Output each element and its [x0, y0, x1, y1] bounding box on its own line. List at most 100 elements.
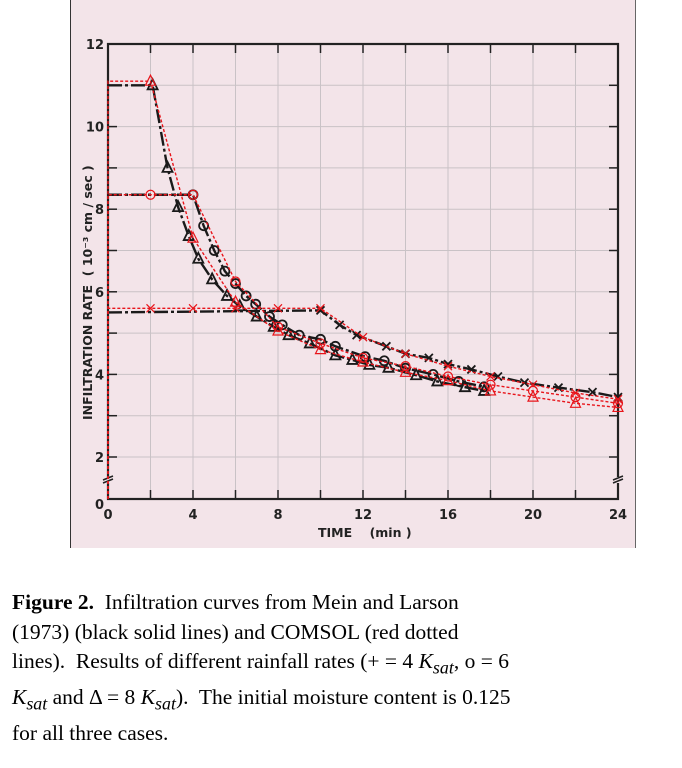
cross-marker [334, 320, 345, 330]
caption-text: (1973) (black solid lines) and COMSOL (r… [12, 619, 459, 644]
x-axis-label: TIME (min ) [318, 525, 412, 540]
triangle-marker [569, 395, 582, 408]
circle-marker [208, 245, 220, 256]
y-axis-label: INFILTRATION RATE ( 10⁻³ cm / sec ) [80, 165, 95, 420]
y-tick-label: 4 [95, 368, 104, 383]
triangle-marker [272, 323, 284, 336]
circle-marker [264, 311, 275, 322]
caption-text: for all three cases. [12, 720, 169, 745]
series-comsol-cross [107, 303, 623, 499]
axis-break-mark [612, 478, 624, 484]
triangle-marker [233, 298, 247, 312]
cross-marker [587, 387, 598, 397]
triangle-marker [430, 373, 444, 387]
triangle-marker [357, 354, 369, 367]
y-tick-label: 0 [95, 498, 104, 513]
triangle-marker [171, 199, 185, 213]
triangle-marker [409, 367, 423, 381]
triangle-marker [382, 359, 395, 373]
series-line [108, 193, 485, 388]
cross-marker [273, 303, 283, 313]
circle-marker [240, 290, 252, 302]
circle-marker [198, 220, 210, 232]
series-line [107, 194, 619, 499]
x-tick-label: 8 [273, 508, 282, 523]
triangle-marker [477, 382, 491, 396]
series-line [107, 307, 619, 499]
cross-marker [424, 353, 434, 363]
triangle-marker [220, 287, 234, 301]
circle-marker [250, 298, 262, 310]
triangle-marker [345, 351, 359, 365]
triangle-marker [314, 342, 327, 355]
triangle-marker [484, 383, 497, 396]
cross-marker [146, 303, 155, 313]
x-tick-label: 12 [354, 508, 372, 523]
axis-break-mark [612, 475, 624, 481]
caption-text: lines). Results of different rainfall ra… [12, 649, 419, 673]
cross-marker [443, 361, 453, 371]
caption-subscript: sat [26, 693, 48, 714]
triangle-marker [282, 327, 296, 341]
cross-marker [493, 371, 503, 382]
triangle-marker [458, 379, 472, 393]
triangle-marker [442, 373, 454, 386]
caption-label: Figure 2. [12, 590, 95, 614]
caption-text: and Δ = 8 [47, 684, 141, 709]
y-tick-label: 10 [86, 121, 104, 136]
series-comsol-triangle [107, 73, 624, 499]
axis-break [103, 477, 113, 483]
caption-text: Infiltration curves from Mein and Larson [94, 590, 459, 614]
y-tick-label: 2 [95, 451, 104, 466]
triangle-marker [527, 389, 539, 402]
triangle-marker [399, 364, 412, 377]
cross-marker [351, 330, 362, 340]
series-line [107, 80, 619, 499]
circle-marker [400, 361, 411, 372]
y-tick-label: 6 [95, 286, 104, 301]
caption-symbol: K [140, 684, 156, 709]
circle-marker [478, 381, 490, 393]
triangle-marker [191, 250, 205, 264]
cross-marker [401, 349, 410, 359]
circle-marker [187, 189, 199, 200]
y-tick-label: 8 [95, 203, 104, 218]
circle-marker [145, 189, 156, 200]
triangle-marker [187, 230, 199, 243]
cross-marker [188, 303, 198, 313]
y-tick-label: 12 [86, 38, 104, 53]
caption-symbol: K [418, 649, 433, 673]
circle-marker [527, 385, 539, 397]
cross-marker [486, 372, 495, 381]
circle-marker [315, 338, 326, 349]
circle-marker [230, 276, 241, 287]
series-comsol-circle [107, 189, 624, 499]
triangle-marker [303, 335, 317, 349]
caption-subscript: sat [432, 657, 454, 678]
x-tick-label: 4 [188, 508, 197, 523]
caption-symbol: K [12, 684, 27, 709]
cross-marker [316, 303, 325, 313]
caption-text: ). The initial moisture content is 0.125 [175, 684, 511, 709]
triangle-marker [205, 271, 219, 285]
x-tick-label: 0 [103, 508, 112, 523]
x-tick-label: 16 [439, 508, 457, 523]
caption-subscript: sat [155, 693, 176, 714]
x-tick-label: 20 [524, 508, 542, 523]
triangle-marker [144, 73, 157, 86]
x-tick-label: 24 [609, 508, 627, 523]
cross-marker [381, 341, 392, 351]
triangle-marker [161, 159, 174, 173]
circle-marker [485, 379, 496, 390]
triangle-marker [229, 294, 242, 307]
circle-marker [219, 265, 231, 277]
circle-marker [612, 398, 624, 409]
circle-marker [442, 371, 454, 382]
caption-text: , o = 6 [453, 649, 509, 673]
axis-break [613, 477, 623, 483]
cross-marker [358, 332, 368, 342]
triangle-marker [612, 400, 624, 413]
figure-caption: Figure 2. Infiltration curves from Mein … [12, 588, 672, 748]
circle-marker [570, 392, 581, 403]
